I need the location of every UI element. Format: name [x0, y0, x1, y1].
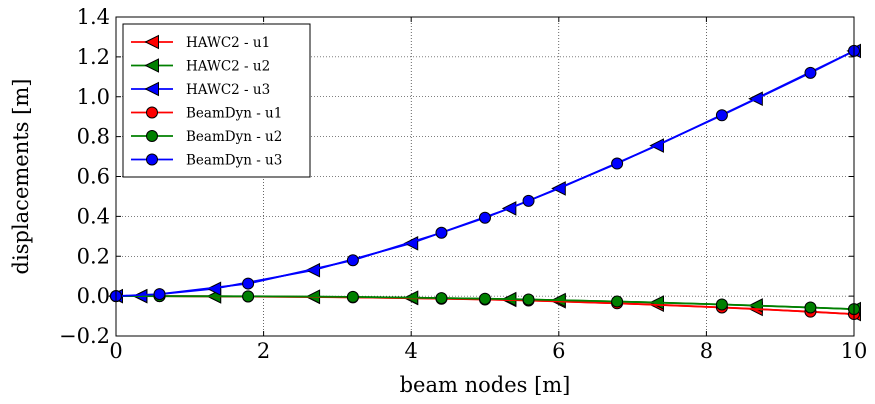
- x-tick-label: 0: [109, 339, 122, 363]
- x-tick-label: 6: [552, 339, 565, 363]
- y-tick-label: 0.4: [77, 204, 110, 228]
- data-point: [715, 298, 728, 311]
- data-point: [715, 109, 728, 122]
- legend-entry: BeamDyn - u2: [131, 129, 282, 145]
- y-tick-label: 1.0: [77, 85, 110, 109]
- legend-label: BeamDyn - u1: [186, 106, 282, 122]
- data-point: [435, 292, 448, 305]
- data-point: [804, 301, 817, 314]
- data-point: [435, 226, 448, 239]
- legend-label: HAWC2 - u3: [186, 82, 270, 98]
- data-point: [522, 194, 535, 207]
- legend-entry: HAWC2 - u3: [131, 81, 270, 98]
- data-point: [479, 211, 491, 224]
- legend-label: HAWC2 - u1: [186, 35, 270, 51]
- data-point: [242, 277, 255, 290]
- data-point: [403, 235, 419, 251]
- x-tick-label: 10: [841, 339, 868, 363]
- y-tick-label: 1.4: [77, 5, 110, 29]
- x-tick-label: 8: [700, 339, 713, 363]
- x-tick-label: 4: [405, 339, 418, 363]
- legend-entry: BeamDyn - u3: [131, 153, 282, 169]
- legend-label: BeamDyn - u2: [186, 129, 282, 145]
- legend-marker: [144, 58, 159, 73]
- data-point: [346, 290, 359, 303]
- tick-labels: 0 2 4 6 8 10 −0.2 0.0 0.2 0.4 0.6 0.8 1.0 1.2 1.4: [59, 5, 867, 363]
- y-tick-label: −0.2: [59, 324, 110, 348]
- legend-marker: [146, 130, 158, 142]
- data-point: [522, 293, 535, 306]
- data-point: [611, 157, 624, 170]
- legend-label: HAWC2 - u2: [186, 59, 270, 75]
- series-5: [110, 44, 860, 303]
- legend-entry: BeamDyn - u1: [131, 106, 282, 122]
- legend-marker: [146, 106, 158, 119]
- data-point: [611, 295, 624, 308]
- data-point: [153, 288, 166, 301]
- y-tick-label: 0.2: [77, 244, 110, 268]
- plot-frame: [115, 16, 855, 337]
- legend-box: [122, 23, 311, 178]
- series-4: [110, 290, 860, 316]
- x-axis-title: beam nodes [m]: [400, 373, 571, 397]
- legend-marker: [146, 153, 158, 166]
- legend-entry: HAWC2 - u2: [131, 58, 270, 75]
- legend-marker: [144, 34, 159, 50]
- y-tick-label: 0.8: [77, 125, 110, 149]
- data-point: [804, 66, 817, 79]
- y-tick-label: 0.6: [77, 165, 110, 189]
- data-point: [479, 292, 491, 305]
- data-point: [242, 290, 255, 303]
- data-point: [305, 262, 321, 278]
- data-point: [206, 281, 222, 297]
- y-axis-title: displacements [m]: [9, 79, 33, 275]
- data-point: [346, 254, 359, 267]
- y-tick-label: 1.2: [77, 45, 110, 69]
- y-tick-label: 0.0: [77, 284, 110, 308]
- legend-entry: HAWC2 - u1: [131, 34, 270, 51]
- x-tick-label: 2: [257, 339, 270, 363]
- legend-label: BeamDyn - u3: [186, 153, 282, 169]
- legend-marker: [144, 81, 159, 97]
- legend: HAWC2 - u1 HAWC2 - u2 HAWC2 - u3 BeamDyn - …: [122, 23, 311, 178]
